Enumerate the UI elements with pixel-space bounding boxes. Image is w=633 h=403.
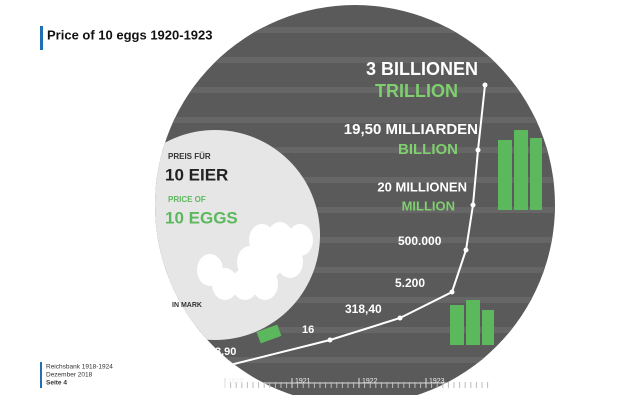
price-de: 16 [302,324,314,336]
price-en: BILLION [398,141,458,158]
heading-de-small: PREIS FÜR [168,152,211,161]
year-label: 1920 [228,378,244,385]
unit-label: IN MARK [172,302,202,309]
price-en: MILLION [402,198,455,213]
footer-line: Reichsbank 1918-1924 [46,364,113,371]
price-de: 500.000 [398,234,442,248]
price-de: 5.200 [395,276,425,290]
heading-en-small: PRICE OF [168,195,206,204]
price-de: 19,50 MILLIARDEN [344,121,478,138]
year-label: 1922 [362,378,378,385]
price-en: TRILLION [375,81,458,101]
title-accent [40,26,43,50]
slide-title: Price of 10 eggs 1920-1923 [47,27,213,42]
footer-line: Dezember 2018 [46,372,93,379]
heading-en-large: 10 EGGS [165,208,238,227]
price-de: 20 MILLIONEN [377,179,467,194]
price-de: 3.90 [215,346,236,358]
price-de: 3 BILLIONEN [366,59,478,79]
slide: Price of 10 eggs 1920-1923 PREIS FÜR 10 … [0,0,633,403]
year-label: 1923 [429,378,445,385]
footer-line: Seite 4 [46,380,67,387]
year-label: 1921 [295,378,311,385]
heading-de-large: 10 EIER [165,165,228,184]
footer-accent [40,362,42,388]
price-de: 318,40 [345,302,382,316]
